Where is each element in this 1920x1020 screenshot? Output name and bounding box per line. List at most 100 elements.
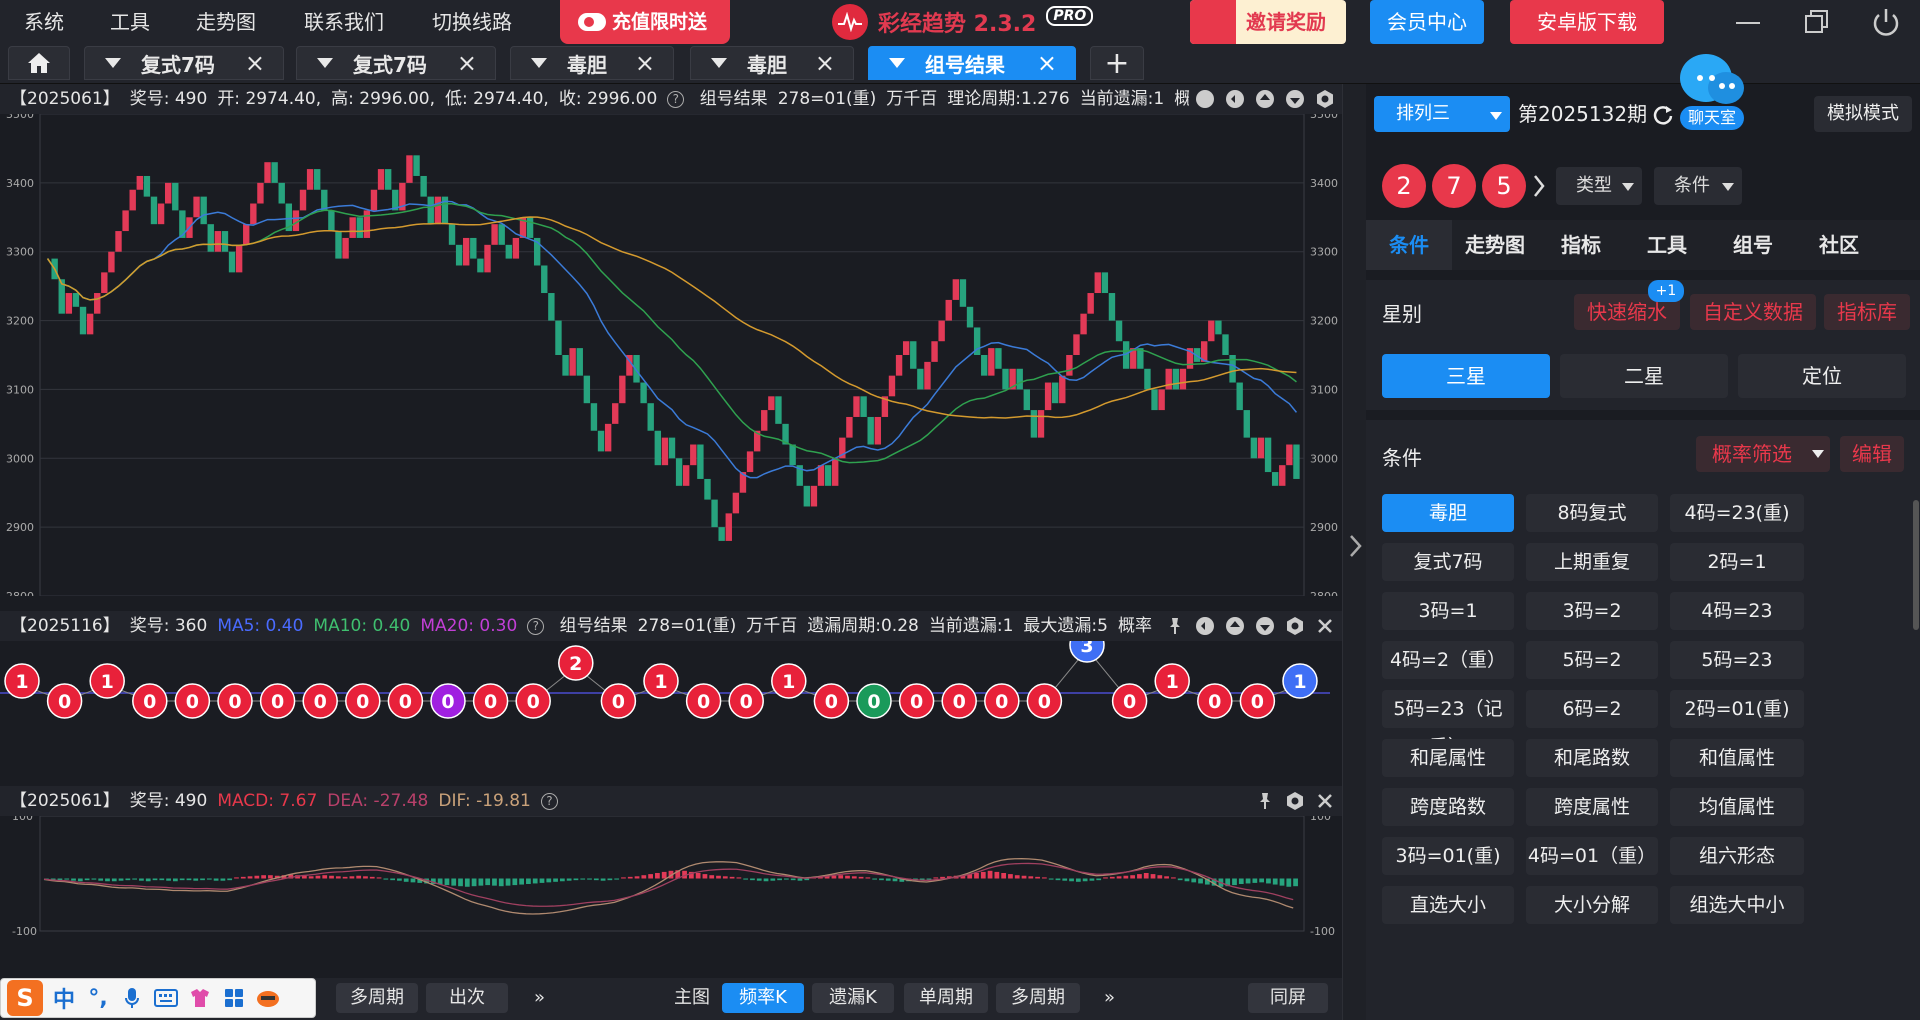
condition-button[interactable]: 上期重复: [1526, 543, 1658, 581]
arrow-up-icon[interactable]: [1253, 88, 1276, 111]
lottery-select[interactable]: 排列三: [1374, 96, 1510, 132]
pin-icon[interactable]: [1163, 615, 1186, 638]
single-period-button[interactable]: 单周期: [904, 983, 988, 1013]
undo-icon[interactable]: [1223, 88, 1246, 111]
microphone-icon[interactable]: [119, 985, 145, 1011]
close-icon[interactable]: [1313, 790, 1336, 813]
condition-button[interactable]: 4码=01（重）: [1526, 837, 1658, 875]
tab-dudan-1[interactable]: 毒胆 ×: [510, 46, 674, 80]
skin-icon[interactable]: [187, 985, 213, 1011]
condition-button[interactable]: 跨度属性: [1526, 788, 1658, 826]
restore-icon[interactable]: [1798, 6, 1834, 38]
condition-button[interactable]: 直选大小: [1382, 886, 1514, 924]
nav-community[interactable]: 社区: [1819, 233, 1859, 257]
condition-button[interactable]: 和尾路数: [1526, 739, 1658, 777]
tab-group-result[interactable]: 组号结果 ×: [868, 46, 1076, 80]
position-button[interactable]: 定位: [1738, 354, 1906, 398]
condition-button[interactable]: 2码=1: [1670, 543, 1804, 581]
macd-chart[interactable]: 100 100 -100 -100: [0, 816, 1342, 972]
tab-fushi7-1[interactable]: 复式7码 ×: [84, 46, 284, 80]
condition-button[interactable]: 组六形态: [1670, 837, 1804, 875]
help-icon[interactable]: ?: [667, 91, 685, 108]
vip-center-button[interactable]: 会员中心: [1370, 0, 1484, 44]
miss-chart[interactable]: 1 0 1 0 0 0 0 0 0 0 0 0 0 2 0 1 0 0 1 0 0 0 0 0 0 3 0 1 0 0 1: [0, 641, 1342, 741]
nav-index[interactable]: 指标: [1561, 233, 1601, 257]
ime-mode-label[interactable]: 中: [52, 988, 75, 1013]
condition-button[interactable]: 8码复式: [1526, 494, 1658, 532]
close-icon[interactable]: [1313, 615, 1336, 638]
menu-switch-line[interactable]: 切换线路: [432, 10, 512, 34]
condition-button[interactable]: 6码=2: [1526, 690, 1658, 728]
occurrence-button[interactable]: 出次: [426, 983, 508, 1013]
pin-icon[interactable]: [1253, 790, 1276, 813]
condition-button[interactable]: 跨度路数: [1382, 788, 1514, 826]
nav-tools[interactable]: 工具: [1647, 233, 1687, 257]
condition-select[interactable]: 条件: [1654, 167, 1742, 205]
more-left-button[interactable]: »: [534, 987, 546, 1008]
condition-button[interactable]: 毒胆: [1382, 494, 1514, 532]
promo-button[interactable]: 充值限时送: [560, 0, 730, 44]
home-tab[interactable]: [8, 46, 70, 80]
nav-group[interactable]: 组号: [1733, 233, 1773, 257]
condition-button[interactable]: 均值属性: [1670, 788, 1804, 826]
add-tab-button[interactable]: +: [1090, 46, 1144, 81]
multi-period-button[interactable]: 多周期: [336, 983, 418, 1013]
menu-trend[interactable]: 走势图: [196, 10, 256, 34]
condition-button[interactable]: 3码=2: [1526, 592, 1658, 630]
panel-splitter[interactable]: [1342, 84, 1366, 1020]
tab-fushi7-2[interactable]: 复式7码 ×: [296, 46, 496, 80]
mascot-icon[interactable]: [255, 985, 281, 1011]
chevron-right-icon[interactable]: [1532, 174, 1546, 198]
close-icon[interactable]: ×: [814, 49, 835, 77]
condition-button[interactable]: 2码=01(重): [1670, 690, 1804, 728]
toolbox-icon[interactable]: [221, 985, 247, 1011]
candlestick-chart[interactable]: 2800 2800 2900 2900 3000 3000 3100 3100 3200 3200…: [0, 114, 1342, 596]
invite-button[interactable]: 邀请奖励: [1190, 0, 1346, 44]
chat-room-button[interactable]: 聊天室: [1676, 46, 1748, 136]
ime-toolbar[interactable]: S 中 °,: [0, 978, 316, 1018]
tab-dudan-2[interactable]: 毒胆 ×: [690, 46, 854, 80]
condition-button[interactable]: 和尾属性: [1382, 739, 1514, 777]
arrow-down-icon[interactable]: [1283, 88, 1306, 111]
arrow-up-icon[interactable]: [1223, 615, 1246, 638]
condition-button[interactable]: 4码=23: [1670, 592, 1804, 630]
more-right-button[interactable]: »: [1104, 987, 1116, 1008]
edit-button[interactable]: 编辑: [1840, 436, 1904, 472]
condition-button[interactable]: 5码=2: [1526, 641, 1658, 679]
close-icon[interactable]: ×: [456, 49, 477, 77]
refresh-icon[interactable]: [1652, 104, 1674, 126]
power-icon[interactable]: [1868, 6, 1904, 38]
menu-contact[interactable]: 联系我们: [304, 10, 384, 34]
sim-mode-button[interactable]: 模拟模式: [1814, 96, 1912, 132]
keyboard-icon[interactable]: [153, 985, 179, 1011]
condition-button[interactable]: 组选大中小: [1670, 886, 1804, 924]
close-icon[interactable]: ×: [1036, 49, 1057, 77]
undo-icon[interactable]: [1193, 615, 1216, 638]
type-select[interactable]: 类型: [1556, 167, 1642, 205]
right-scrollbar[interactable]: [1913, 500, 1919, 630]
arrow-down-icon[interactable]: [1253, 615, 1276, 638]
two-star-button[interactable]: 二星: [1560, 354, 1728, 398]
three-star-button[interactable]: 三星: [1382, 354, 1550, 398]
condition-button[interactable]: 3码=1: [1382, 592, 1514, 630]
condition-button[interactable]: 和值属性: [1670, 739, 1804, 777]
multi-period-button-2[interactable]: 多周期: [996, 983, 1080, 1013]
condition-button[interactable]: 复式7码: [1382, 543, 1514, 581]
custom-data-button[interactable]: 自定义数据: [1690, 294, 1816, 330]
condition-button[interactable]: 4码=23(重): [1670, 494, 1804, 532]
condition-button[interactable]: 4码=2（重）: [1382, 641, 1514, 679]
help-icon[interactable]: ?: [540, 793, 558, 810]
condition-button[interactable]: 5码=23: [1670, 641, 1804, 679]
minimize-icon[interactable]: [1730, 6, 1766, 38]
settings-icon[interactable]: [1313, 88, 1336, 111]
condition-button[interactable]: 3码=01(重): [1382, 837, 1514, 875]
quick-shrink-button[interactable]: 快速缩水: [1574, 294, 1680, 330]
punctuation-icon[interactable]: °,: [88, 985, 108, 1011]
same-screen-button[interactable]: 同屏: [1248, 983, 1328, 1013]
condition-button[interactable]: 大小分解: [1526, 886, 1658, 924]
nav-conditions[interactable]: 条件: [1366, 220, 1452, 270]
android-download-button[interactable]: 安卓版下载: [1510, 0, 1664, 44]
chevron-right-icon[interactable]: [1347, 534, 1363, 558]
compass-icon[interactable]: [1193, 88, 1216, 111]
close-icon[interactable]: ×: [634, 49, 655, 77]
